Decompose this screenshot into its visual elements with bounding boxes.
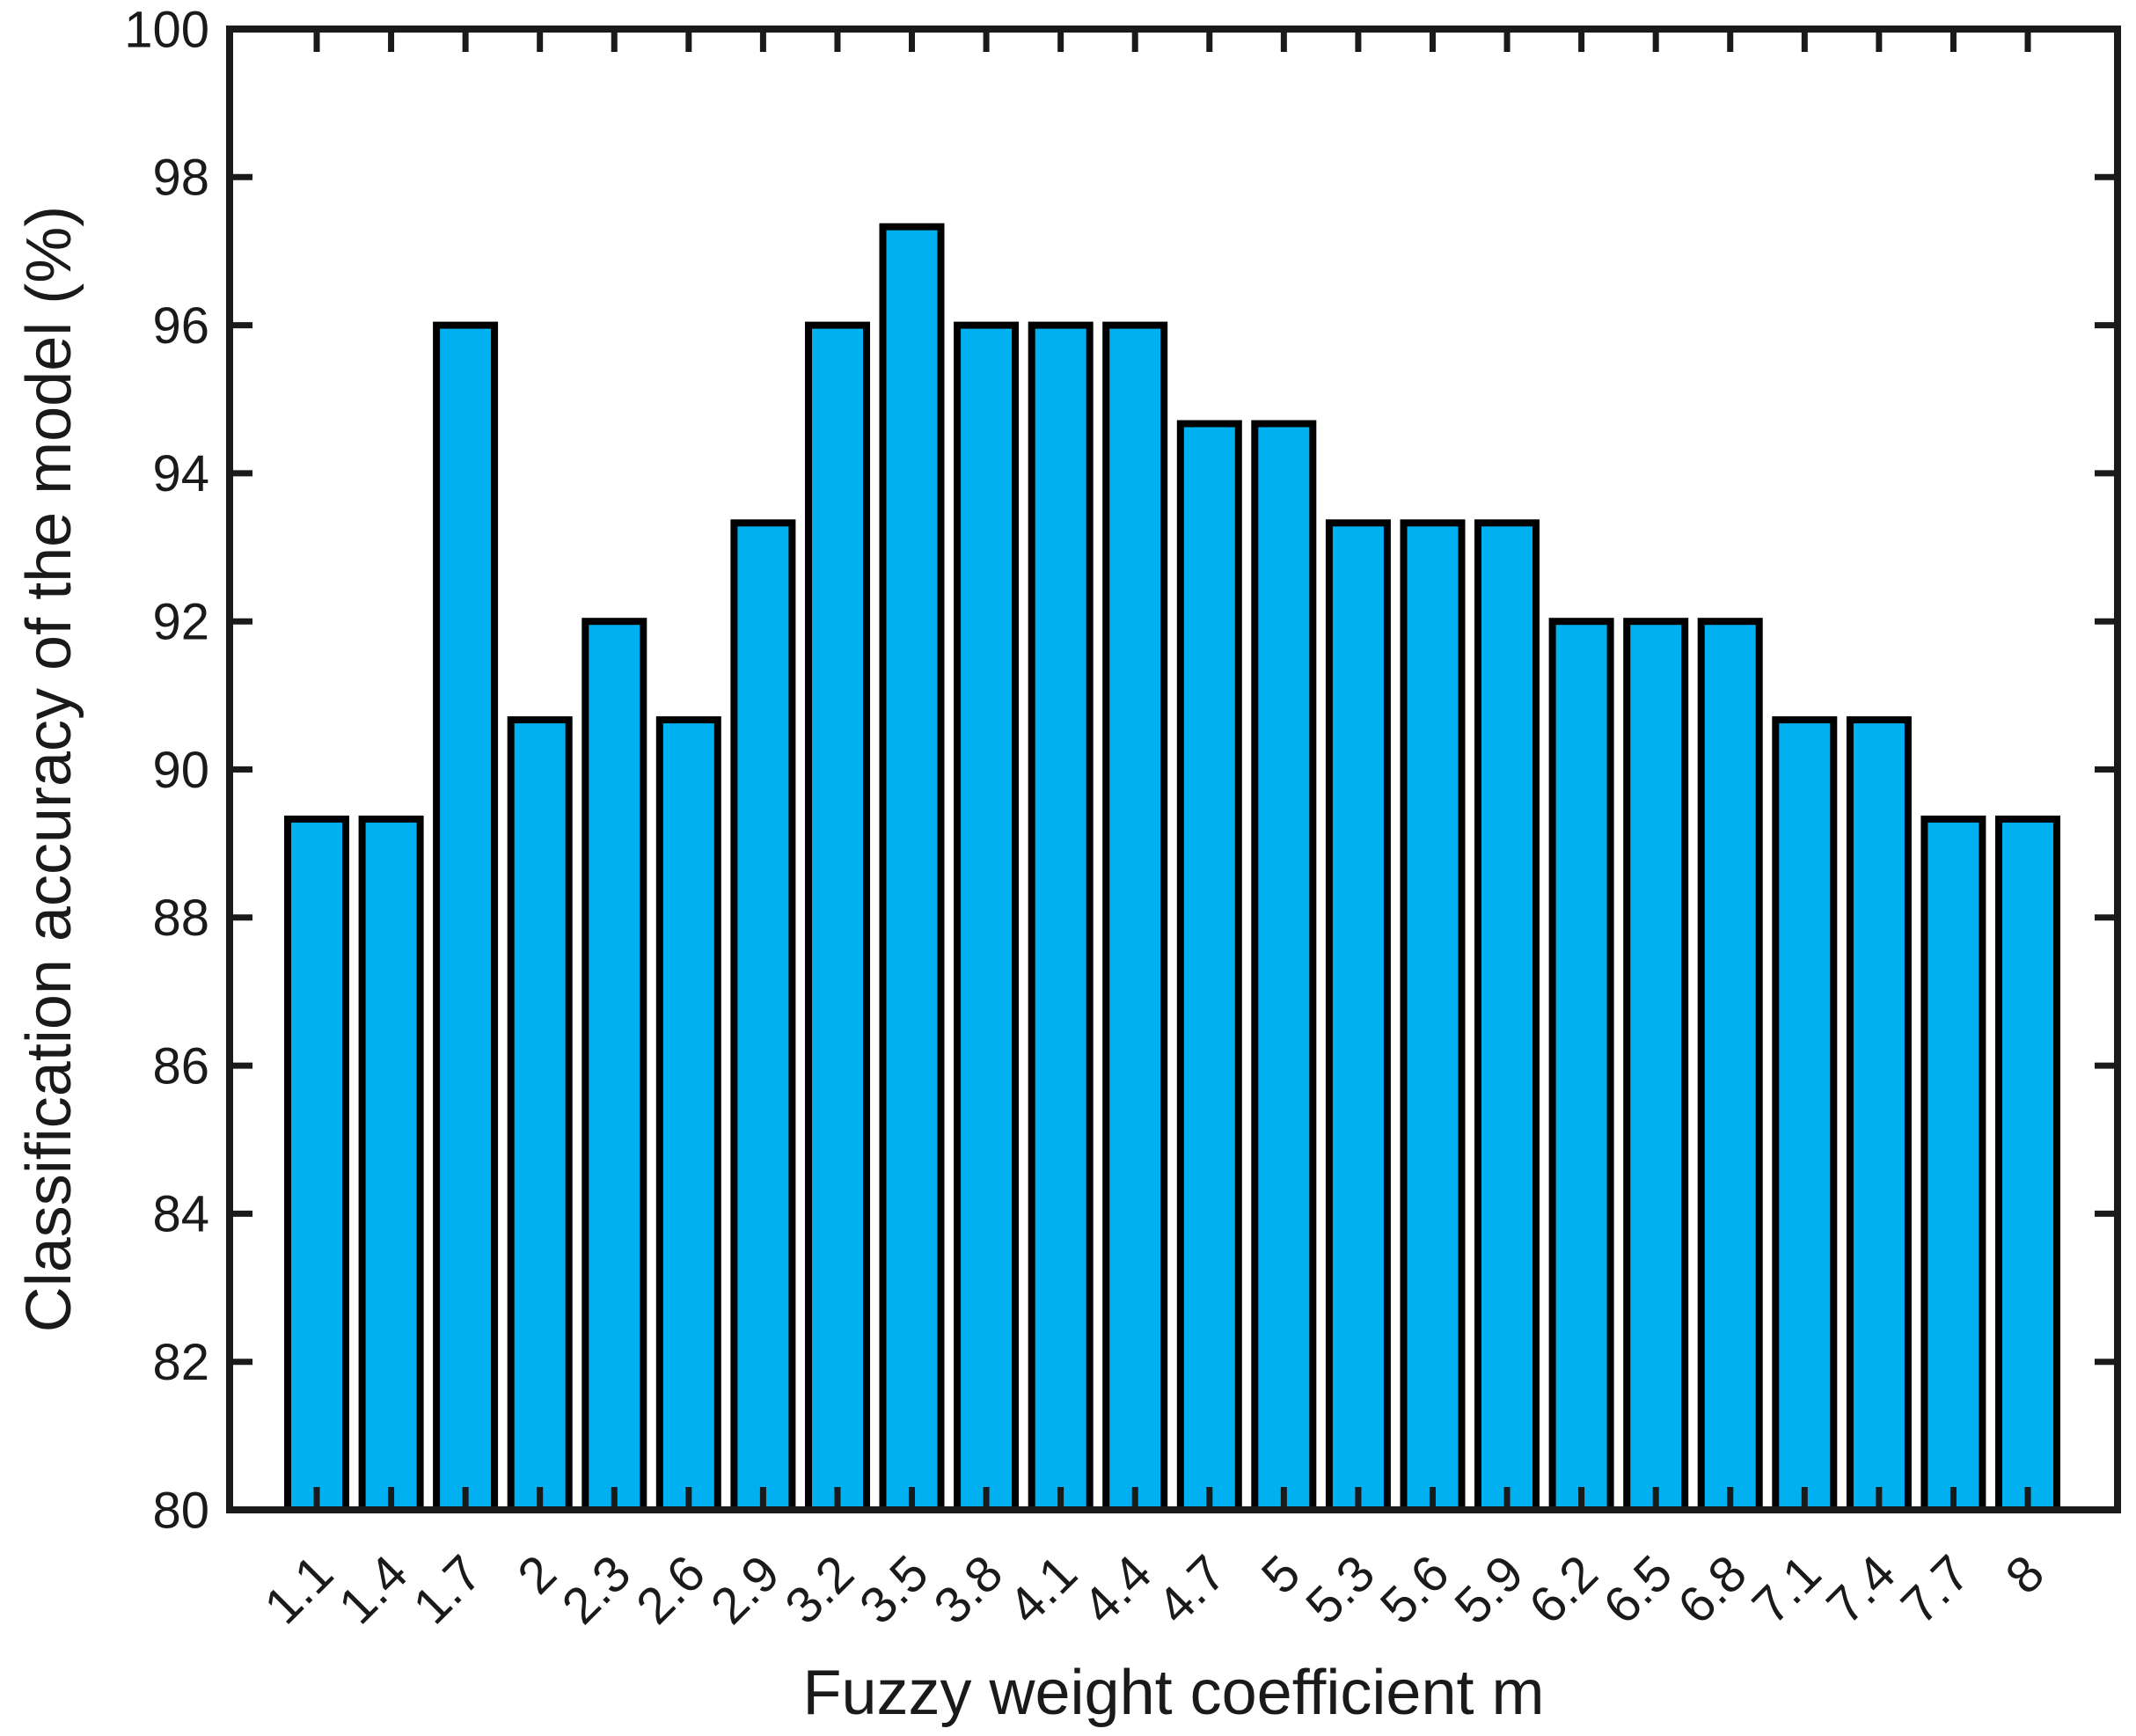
- x-tick-label: 6.5: [1592, 1544, 1683, 1635]
- axes-layer: [226, 26, 2121, 1513]
- bar: [879, 223, 945, 1514]
- x-tick-label: 4.7: [1146, 1544, 1237, 1635]
- x-tick-label: 2.9: [700, 1544, 791, 1635]
- bar: [582, 618, 647, 1513]
- bar: [507, 716, 573, 1513]
- x-tick-label: 7.4: [1816, 1544, 1906, 1635]
- bar: [1176, 420, 1242, 1513]
- y-tick-label: 96: [152, 297, 209, 355]
- x-tick-label: 3.2: [774, 1544, 865, 1635]
- x-tick-label: 6.8: [1667, 1544, 1758, 1635]
- x-tick-label: 4.1: [998, 1544, 1088, 1635]
- bar: [1623, 618, 1689, 1513]
- bar: [284, 815, 349, 1513]
- y-tick-label: 100: [124, 1, 209, 58]
- x-tick-label: 1.7: [402, 1544, 493, 1635]
- x-tick-label: 6.2: [1518, 1544, 1609, 1635]
- bar: [1028, 321, 1094, 1514]
- bar: [433, 321, 499, 1514]
- bar: [1251, 420, 1317, 1513]
- bar: [655, 716, 721, 1513]
- x-tick-label: 2.3: [551, 1544, 641, 1635]
- bar: [1772, 716, 1838, 1513]
- x-tick-label: 3.5: [849, 1544, 940, 1635]
- x-tick-label: 4.4: [1072, 1544, 1162, 1635]
- bar: [1474, 519, 1540, 1513]
- bar: [1995, 815, 2060, 1513]
- x-tick-label: 1.4: [328, 1544, 419, 1635]
- bar: [1697, 618, 1763, 1513]
- bar: [954, 321, 1020, 1514]
- y-axis-title: Classification accuracy of the model (%): [14, 206, 84, 1333]
- x-tick-label: 8: [1994, 1544, 2055, 1605]
- y-tick-label: 90: [152, 742, 209, 799]
- bar: [1102, 321, 1168, 1514]
- bar: [1400, 519, 1466, 1513]
- bar: [1846, 716, 1912, 1513]
- x-tick-label: 1.1: [253, 1544, 344, 1635]
- x-tick-label: 5.9: [1444, 1544, 1534, 1635]
- y-tick-label: 84: [152, 1186, 209, 1243]
- x-tick-label: 5.6: [1370, 1544, 1460, 1635]
- y-tick-label: 94: [152, 445, 209, 502]
- x-tick-label: 3.8: [923, 1544, 1013, 1635]
- y-tick-label: 86: [152, 1037, 209, 1095]
- x-axis-title: Fuzzy weight coefficient m: [802, 1658, 1544, 1728]
- y-tick-label: 82: [152, 1334, 209, 1391]
- bar: [805, 321, 870, 1514]
- bar: [358, 815, 424, 1513]
- y-tick-label: 98: [152, 150, 209, 207]
- bar: [1920, 815, 1986, 1513]
- x-tick-label: 2.6: [625, 1544, 716, 1635]
- bar: [1325, 519, 1391, 1513]
- x-tick-label: 7.7: [1891, 1544, 1981, 1635]
- bar: [730, 519, 796, 1513]
- y-tick-label: 80: [152, 1482, 209, 1539]
- bar: [1548, 618, 1614, 1513]
- y-tick-label: 92: [152, 594, 209, 651]
- x-tick-label: 5.3: [1295, 1544, 1386, 1635]
- y-tick-label: 88: [152, 890, 209, 947]
- x-tick-label: 7.1: [1742, 1544, 1832, 1635]
- bars-layer: [284, 223, 2060, 1514]
